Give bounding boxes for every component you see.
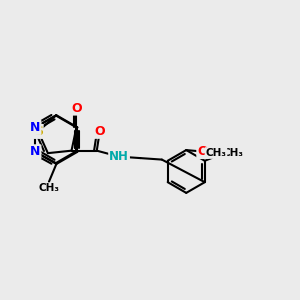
Text: NH: NH — [109, 150, 129, 163]
Text: O: O — [214, 148, 225, 161]
Text: N: N — [30, 145, 40, 158]
Text: O: O — [94, 125, 105, 138]
Text: CH₃: CH₃ — [223, 148, 244, 158]
Text: CH₃: CH₃ — [38, 183, 59, 193]
Text: CH₃: CH₃ — [206, 148, 226, 158]
Text: S: S — [34, 125, 43, 138]
Text: O: O — [197, 145, 208, 158]
Text: N: N — [30, 121, 40, 134]
Text: O: O — [71, 102, 82, 115]
